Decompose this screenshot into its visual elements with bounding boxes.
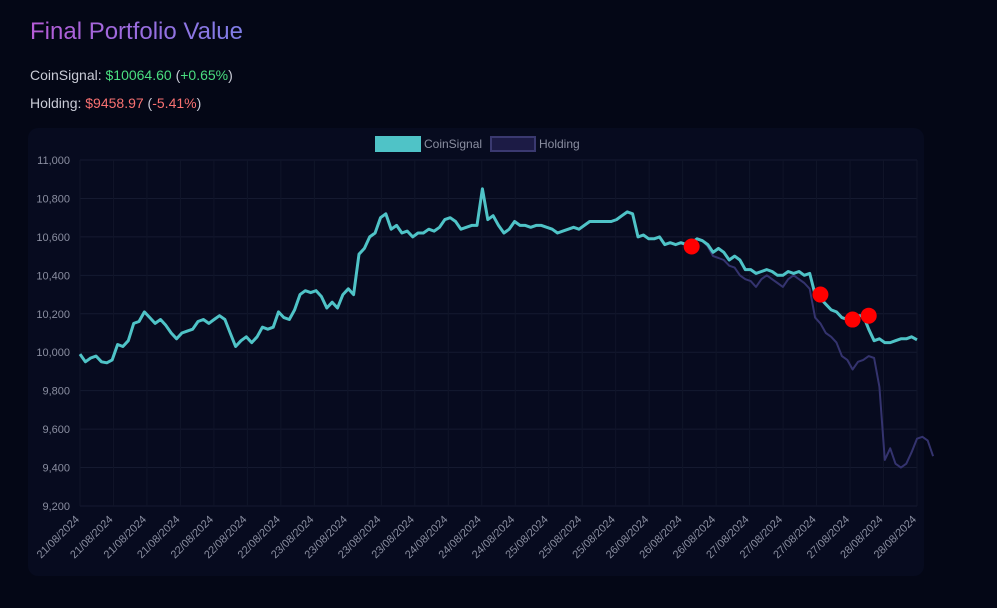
- y-tick-label: 9,600: [42, 424, 70, 436]
- coinsignal-change: +0.65%: [180, 67, 229, 83]
- y-tick-label: 9,200: [42, 501, 70, 513]
- holding-change: -5.41%: [152, 95, 197, 111]
- trade-marker: [812, 286, 829, 303]
- y-tick-label: 11,000: [37, 155, 70, 167]
- legend-label-coinsignal[interactable]: CoinSignal: [424, 137, 482, 151]
- chart-legend[interactable]: CoinSignal Holding: [375, 136, 580, 152]
- y-axis: 9,200 9,400 9,600 9,800 10,000 10,200 10,400 10…: [36, 155, 70, 513]
- legend-swatch-holding[interactable]: [490, 136, 536, 152]
- page-title: Final Portfolio Value: [30, 18, 243, 45]
- y-tick-label: 10,800: [36, 193, 70, 205]
- legend-label-holding[interactable]: Holding: [539, 137, 580, 151]
- trade-marker: [683, 238, 700, 255]
- holding-label: Holding:: [30, 95, 86, 111]
- holding-stat: Holding: $9458.97 (-5.41%): [30, 95, 202, 111]
- chart-markers: [683, 238, 877, 328]
- coinsignal-stat: CoinSignal: $10064.60 (+0.65%): [30, 67, 233, 83]
- y-tick-label: 9,400: [42, 463, 70, 475]
- y-tick-label: 10,400: [36, 270, 70, 282]
- coinsignal-value: $10064.60: [105, 67, 172, 83]
- y-tick-label: 10,000: [36, 347, 70, 359]
- series-line-coinsignal: [78, 187, 918, 365]
- y-tick-label: 9,800: [42, 386, 70, 398]
- chart-grid: [79, 159, 918, 507]
- holding-value: $9458.97: [85, 95, 144, 111]
- x-axis: 21/08/202421/08/202421/08/202421/08/2024…: [35, 514, 919, 561]
- coinsignal-label: CoinSignal:: [30, 67, 106, 83]
- legend-swatch-coinsignal[interactable]: [375, 136, 421, 152]
- y-tick-label: 10,600: [36, 232, 70, 244]
- trade-marker: [860, 307, 877, 324]
- trade-marker: [844, 311, 861, 328]
- y-tick-label: 10,200: [36, 309, 70, 321]
- chart-lines: [78, 187, 935, 469]
